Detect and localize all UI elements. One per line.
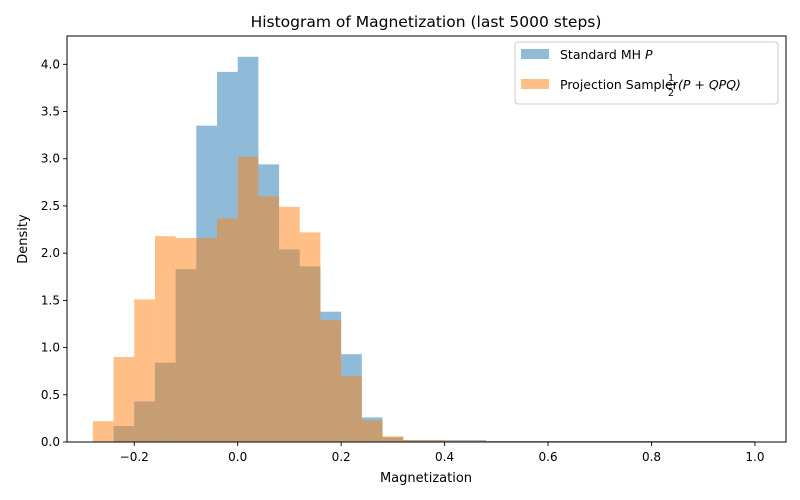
y-axis-label: Density [16, 214, 31, 264]
bar-projection-sampler-14 [382, 436, 404, 442]
legend-swatch-standard-mh [521, 49, 549, 59]
legend: Standard MH P Projection Sampler 1 2 (P … [514, 41, 779, 105]
x-tick-label-1: 0.0 [228, 450, 247, 464]
x-axis: −0.2 0.0 0.2 0.4 0.6 0.8 1.0 [120, 442, 765, 464]
bar-projection-sampler-10 [299, 232, 321, 442]
legend-box [514, 41, 779, 105]
y-tick-label-7: 3.5 [41, 105, 60, 119]
y-tick-label-6: 3.0 [41, 152, 60, 166]
y-tick-label-0: 0.0 [41, 435, 60, 449]
x-tick-label-5: 0.8 [642, 450, 661, 464]
chart-title: Histogram of Magnetization (last 5000 st… [251, 13, 602, 31]
bar-projection-sampler-5 [196, 238, 218, 442]
bar-projection-sampler-4 [175, 238, 197, 442]
histogram-bars [92, 56, 755, 443]
legend-label-standard-mh: Standard MH P [560, 47, 653, 62]
bar-projection-sampler-7 [237, 156, 259, 443]
bar-standard-mh-15 [444, 440, 486, 442]
legend-label-projection-sampler: Projection Sampler [560, 77, 679, 92]
legend-label-standard-mh-prefix: Standard MH [560, 47, 645, 62]
legend-fraction-numerator: 1 [668, 73, 674, 84]
y-tick-label-3: 1.5 [41, 293, 60, 307]
y-tick-label-1: 0.5 [41, 388, 60, 402]
legend-label-projection-sampler-math: (P + QPQ) [678, 77, 741, 92]
x-tick-label-2: 0.2 [332, 450, 351, 464]
y-tick-label-2: 1.0 [41, 341, 60, 355]
x-axis-label: Magnetization [380, 471, 472, 486]
bar-projection-sampler-11 [320, 320, 342, 442]
x-tick-label-6: 1.0 [745, 450, 764, 464]
bar-projection-sampler-8 [258, 196, 280, 442]
bar-projection-sampler-12 [341, 375, 362, 442]
bar-projection-sampler-1 [113, 357, 135, 442]
y-tick-label-4: 2.0 [41, 246, 60, 260]
x-tick-label-0: −0.2 [120, 450, 149, 464]
plot-frame [66, 35, 787, 443]
bar-projection-sampler-13 [361, 420, 383, 442]
x-tick-label-3: 0.4 [435, 450, 454, 464]
legend-label-standard-mh-math: P [645, 47, 653, 62]
legend-swatch-projection-sampler [521, 79, 549, 89]
bar-projection-sampler-0 [92, 421, 114, 442]
bar-projection-sampler-2 [134, 299, 155, 442]
y-tick-label-5: 2.5 [41, 199, 60, 213]
x-tick-label-4: 0.6 [539, 450, 558, 464]
bar-projection-sampler-9 [279, 206, 300, 442]
bar-projection-sampler-15 [403, 440, 445, 442]
bar-projection-sampler-6 [217, 218, 238, 442]
y-tick-label-8: 4.0 [41, 57, 60, 71]
y-axis: 0.0 0.5 1.0 1.5 2.0 2.5 3.0 3.5 4.0 [41, 57, 67, 449]
bar-projection-sampler-3 [154, 236, 176, 442]
legend-fraction-denominator: 2 [668, 88, 674, 99]
